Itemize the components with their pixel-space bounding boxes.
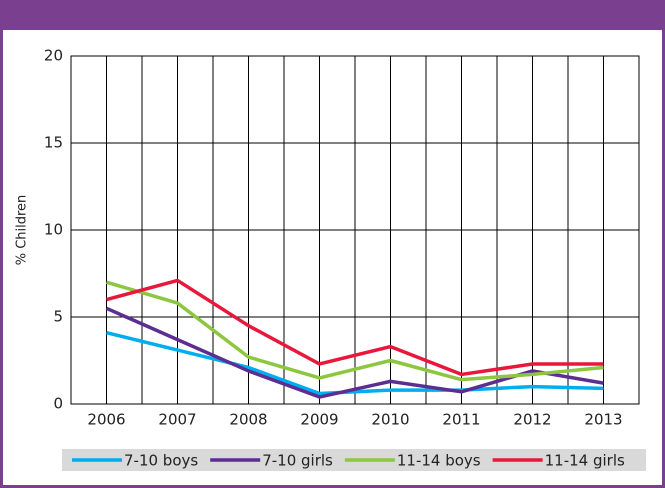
legend-label: 11-14 girls xyxy=(545,452,625,470)
x-tick-label: 2009 xyxy=(300,411,338,429)
series-line xyxy=(106,278,604,377)
y-tick-label: 10 xyxy=(44,221,63,239)
legend-label: 7-10 girls xyxy=(262,452,333,470)
plot-border xyxy=(70,55,640,405)
x-tick-label: 2011 xyxy=(442,411,480,429)
x-tick-label: 2006 xyxy=(87,411,125,429)
legend-label: 11-14 boys xyxy=(397,452,481,470)
series-line xyxy=(106,330,604,396)
series-line xyxy=(106,280,604,382)
y-tick-label: 20 xyxy=(44,47,63,65)
x-tick-label: 2010 xyxy=(371,411,409,429)
x-tick-label: 2008 xyxy=(229,411,267,429)
y-axis-label: % Children xyxy=(15,195,30,266)
y-tick-label: 0 xyxy=(53,395,63,413)
x-tick-label: 2007 xyxy=(158,411,196,429)
x-tick-label: 2012 xyxy=(513,411,551,429)
y-tick-label: 15 xyxy=(44,134,63,152)
y-tick-label: 5 xyxy=(53,308,63,326)
x-tick-label: 2013 xyxy=(584,411,622,429)
legend-label: 7-10 boys xyxy=(124,452,198,470)
header-band xyxy=(0,0,665,30)
